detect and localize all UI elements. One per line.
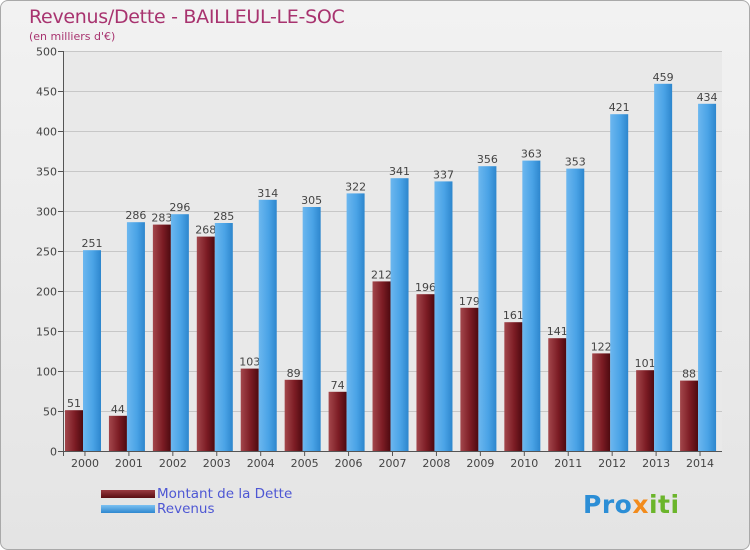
data-label-revenue: 322: [345, 180, 366, 193]
y-tick-label: 100: [36, 366, 57, 379]
data-label-revenue: 285: [213, 210, 234, 223]
data-label-debt: 268: [195, 224, 216, 237]
bar-revenue: [126, 222, 145, 451]
data-label-debt: 179: [459, 295, 480, 308]
data-label-revenue: 305: [301, 194, 322, 207]
data-label-debt: 88: [682, 368, 696, 381]
data-label-revenue: 341: [389, 165, 410, 178]
x-tick-label: 2000: [71, 457, 99, 470]
bar-debt: [680, 380, 699, 451]
x-tick-label: 2014: [686, 457, 714, 470]
data-label-revenue: 251: [82, 237, 103, 250]
data-label-debt: 283: [151, 212, 172, 225]
bar-revenue: [478, 166, 497, 451]
bar-debt: [108, 415, 127, 451]
x-tick-label: 2005: [291, 457, 319, 470]
chart-subtitle: (en milliers d'€): [29, 30, 116, 43]
x-tick-label: 2009: [466, 457, 494, 470]
bar-debt: [416, 294, 435, 451]
bar-revenue: [654, 83, 673, 452]
x-tick-label: 2012: [598, 457, 626, 470]
data-label-revenue: 434: [697, 91, 718, 104]
bar-debt: [240, 368, 259, 451]
bar-revenue: [390, 178, 409, 451]
bar-revenue: [83, 250, 101, 451]
data-label-debt: 74: [331, 379, 345, 392]
bar-revenue: [522, 160, 541, 451]
data-label-debt: 103: [239, 356, 260, 369]
data-label-revenue: 421: [609, 101, 630, 114]
bar-revenue: [610, 114, 629, 451]
bar-debt: [196, 236, 215, 451]
x-tick-label: 2010: [510, 457, 538, 470]
bar-debt: [636, 370, 655, 451]
y-tick-label: 150: [36, 326, 57, 339]
y-tick-label: 500: [36, 46, 57, 59]
data-label-revenue: 356: [477, 153, 498, 166]
y-tick-label: 350: [36, 166, 57, 179]
data-label-debt: 212: [371, 268, 392, 281]
y-tick-label: 200: [36, 286, 57, 299]
x-tick-label: 2003: [203, 457, 231, 470]
y-tick-label: 400: [36, 126, 57, 139]
bar-revenue: [346, 193, 365, 451]
legend-swatch-debt: [101, 490, 155, 498]
y-tick-label: 450: [36, 86, 57, 99]
data-label-debt: 141: [547, 325, 568, 338]
legend-swatch-revenue: [101, 505, 155, 513]
y-tick-label: 250: [36, 246, 57, 259]
data-label-revenue: 286: [125, 209, 146, 222]
x-tick-label: 2011: [554, 457, 582, 470]
bar-debt: [504, 322, 523, 451]
x-tick-label: 2001: [115, 457, 143, 470]
bar-revenue: [302, 207, 321, 451]
proxiti-logo: Proxiti: [583, 490, 680, 519]
y-tick-label: 50: [43, 406, 57, 419]
bar-debt: [328, 391, 347, 451]
data-label-revenue: 363: [521, 148, 542, 161]
data-label-debt: 122: [591, 340, 612, 353]
x-tick-label: 2004: [247, 457, 275, 470]
bar-debt: [372, 281, 391, 451]
x-tick-label: 2008: [422, 457, 450, 470]
data-label-debt: 51: [67, 397, 81, 410]
data-label-revenue: 314: [257, 187, 278, 200]
bar-debt: [152, 224, 171, 451]
data-label-revenue: 296: [169, 201, 190, 214]
bar-revenue: [258, 199, 277, 451]
y-tick-label: 300: [36, 206, 57, 219]
x-tick-label: 2002: [159, 457, 187, 470]
bar-debt: [460, 307, 479, 451]
data-label-revenue: 353: [565, 156, 586, 169]
data-label-revenue: 459: [653, 71, 674, 84]
bar-revenue: [170, 214, 189, 451]
data-label-revenue: 337: [433, 168, 454, 181]
data-label-debt: 89: [287, 367, 301, 380]
bar-debt: [284, 379, 303, 451]
x-tick-label: 2013: [642, 457, 670, 470]
bar-debt: [65, 410, 83, 451]
bar-revenue: [698, 103, 717, 452]
data-label-debt: 44: [111, 403, 125, 416]
data-label-debt: 196: [415, 281, 436, 294]
bar-revenue: [434, 181, 453, 451]
bar-revenue: [214, 223, 233, 451]
x-tick-label: 2006: [335, 457, 363, 470]
bar-revenue: [566, 168, 585, 451]
data-label-debt: 161: [503, 309, 524, 322]
x-tick-label: 2007: [379, 457, 407, 470]
legend-label-debt: Montant de la Dette: [157, 486, 293, 502]
bar-debt: [592, 353, 611, 451]
legend-label-revenue: Revenus: [157, 501, 215, 517]
data-label-debt: 101: [635, 357, 656, 370]
bar-debt: [548, 338, 567, 451]
y-tick-label: 0: [50, 446, 57, 459]
chart-title: Revenus/Dette - BAILLEUL-LE-SOC: [29, 6, 345, 28]
